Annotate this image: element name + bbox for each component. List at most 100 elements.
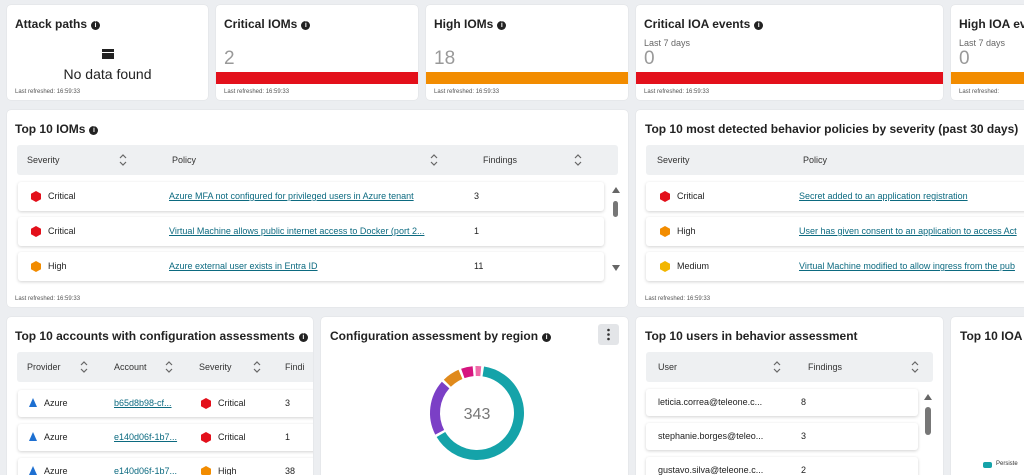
findings: 38 bbox=[285, 466, 296, 475]
table-row bbox=[646, 217, 1024, 246]
severity-text: Medium bbox=[677, 261, 710, 271]
column-header: Severity bbox=[27, 155, 60, 165]
sort-icon[interactable] bbox=[911, 360, 919, 374]
severity-icon bbox=[31, 191, 41, 202]
scrollbar[interactable] bbox=[924, 394, 932, 400]
card-title: Critical IOA events i bbox=[644, 17, 764, 31]
info-icon[interactable]: i bbox=[542, 333, 552, 342]
user: stephanie.borges@teleo... bbox=[658, 431, 764, 441]
sort-icon[interactable] bbox=[119, 153, 127, 167]
severity-icon bbox=[660, 226, 670, 237]
account-link[interactable]: e140d06f-1b7... bbox=[114, 432, 178, 442]
findings: 3 bbox=[285, 398, 291, 408]
severity-icon bbox=[201, 466, 211, 475]
sort-icon[interactable] bbox=[80, 360, 88, 374]
last-refreshed: Last refreshed: 16:59:33 bbox=[15, 296, 81, 302]
sort-icon[interactable] bbox=[165, 360, 173, 374]
policy-link[interactable]: Virtual Machine allows public internet a… bbox=[169, 226, 425, 236]
account-link[interactable]: b65d8b98-cf... bbox=[114, 398, 172, 408]
card-title: Top 10 IOA a bbox=[960, 329, 1024, 343]
empty-icon bbox=[101, 49, 114, 59]
provider: Azure bbox=[44, 466, 68, 475]
policy-link[interactable]: Azure MFA not configured for privileged … bbox=[169, 191, 414, 201]
card-title: Top 10 users in behavior assessment bbox=[645, 329, 858, 343]
scroll-thumb[interactable] bbox=[613, 201, 618, 217]
severity-text: Critical bbox=[48, 191, 76, 201]
severity-text: High bbox=[48, 261, 67, 271]
info-icon[interactable]: i bbox=[91, 21, 101, 30]
donut-segment[interactable] bbox=[461, 366, 474, 379]
last-refreshed: Last refreshed: 16:59:33 bbox=[224, 89, 290, 95]
column-header: User bbox=[658, 362, 678, 372]
table-header bbox=[646, 145, 1024, 175]
info-icon[interactable]: i bbox=[301, 21, 311, 30]
legend-text: Persiste bbox=[996, 461, 1018, 467]
table-row bbox=[18, 390, 313, 417]
policy-link[interactable]: Virtual Machine modified to allow ingres… bbox=[799, 261, 1015, 271]
account-link[interactable]: e140d06f-1b7... bbox=[114, 466, 178, 475]
card-title: Top 10 most detected behavior policies b… bbox=[645, 122, 1019, 136]
findings: 8 bbox=[801, 397, 807, 407]
kebab-menu[interactable] bbox=[598, 324, 619, 345]
kpi-value: 2 bbox=[224, 48, 235, 69]
provider-icon bbox=[29, 466, 37, 475]
table-row bbox=[18, 424, 313, 451]
kpi-bar bbox=[426, 72, 628, 84]
table-header bbox=[646, 352, 933, 382]
provider-icon bbox=[29, 398, 37, 407]
findings: 2 bbox=[801, 465, 807, 475]
severity-icon bbox=[31, 226, 41, 237]
column-header: Severity bbox=[657, 155, 690, 165]
empty-text: No data found bbox=[63, 66, 152, 82]
kpi-card: Critical IOA events i Last 7 days 0 Last ref… bbox=[636, 5, 943, 100]
sort-icon[interactable] bbox=[430, 153, 438, 167]
behavior-card: Top 10 most detected behavior policies b… bbox=[636, 110, 1024, 307]
sort-icon[interactable] bbox=[253, 360, 261, 374]
policy-link[interactable]: User has given consent to an application… bbox=[799, 226, 1017, 236]
donut-segment[interactable] bbox=[430, 381, 450, 435]
provider-icon bbox=[29, 432, 37, 441]
donut-segment[interactable] bbox=[436, 366, 524, 460]
scrollbar[interactable] bbox=[612, 187, 620, 193]
policy-link[interactable]: Secret added to an application registrat… bbox=[799, 191, 968, 201]
card-title: High IOMs i bbox=[434, 17, 507, 31]
table-row bbox=[646, 457, 918, 475]
info-icon[interactable]: i bbox=[754, 21, 764, 30]
sort-icon[interactable] bbox=[574, 153, 582, 167]
table-row bbox=[646, 389, 918, 416]
column-header: Findings bbox=[483, 155, 518, 165]
scrollbar[interactable] bbox=[612, 265, 620, 271]
table-row bbox=[18, 458, 313, 475]
kpi-value: 0 bbox=[644, 48, 655, 69]
findings: 3 bbox=[474, 191, 480, 201]
kpi-subtitle: Last 7 days bbox=[959, 38, 1006, 48]
findings: 1 bbox=[474, 226, 480, 236]
severity-text: High bbox=[218, 466, 237, 475]
severity-text: High bbox=[677, 226, 696, 236]
accounts-card: Top 10 accounts with configuration asses… bbox=[7, 317, 313, 475]
kpi-card: Critical IOMs i 2 Last refreshed: 16:59:33 bbox=[216, 5, 418, 100]
severity-icon bbox=[660, 261, 670, 272]
policy-link[interactable]: Azure external user exists in Entra ID bbox=[169, 261, 318, 271]
donut-segment[interactable] bbox=[443, 369, 463, 387]
kpi-value: 0 bbox=[959, 48, 970, 69]
provider: Azure bbox=[44, 398, 68, 408]
card-title: Top 10 IOMs i bbox=[15, 122, 99, 136]
kpi-card: High IOMs i 18 Last refreshed: 16:59:33 bbox=[426, 5, 628, 100]
column-header: Severity bbox=[199, 362, 232, 372]
info-icon[interactable]: i bbox=[89, 126, 99, 135]
info-icon[interactable]: i bbox=[298, 333, 308, 342]
kpi-bar bbox=[636, 72, 943, 84]
severity-text: Critical bbox=[218, 398, 246, 408]
scroll-thumb[interactable] bbox=[925, 407, 931, 435]
findings: 11 bbox=[474, 261, 484, 271]
donut-chart: 343 bbox=[430, 366, 524, 460]
user: leticia.correa@teleone.c... bbox=[658, 397, 763, 407]
card-title: Attack paths i bbox=[15, 17, 101, 31]
sort-icon[interactable] bbox=[773, 360, 781, 374]
kpi-value: 18 bbox=[434, 48, 456, 69]
kpi-card: Attack paths i No data found Last refreshed… bbox=[7, 5, 208, 100]
info-icon[interactable]: i bbox=[497, 21, 507, 30]
